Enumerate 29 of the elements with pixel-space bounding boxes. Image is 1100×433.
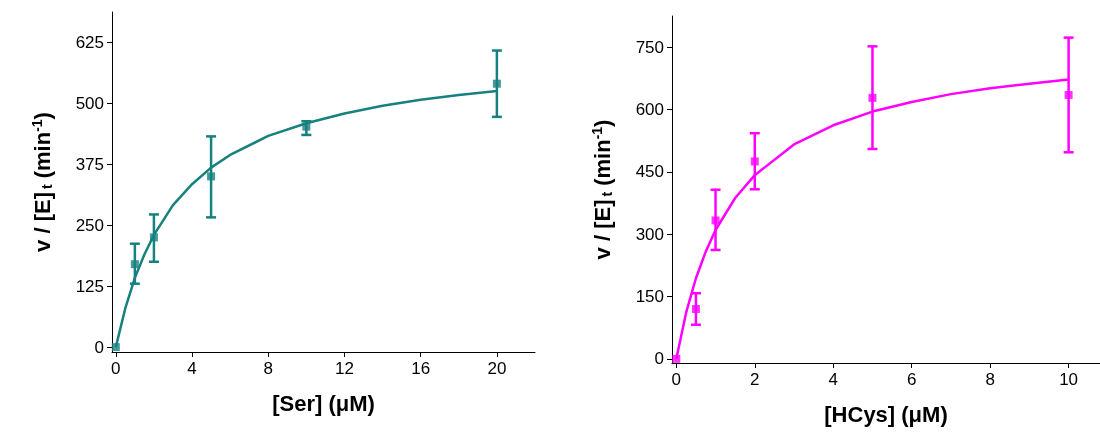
x-tick-label: 0 [671, 370, 682, 389]
x-tick-label: 4 [828, 370, 838, 389]
y-tick-label: 300 [635, 224, 664, 244]
x-tick-label: 6 [906, 370, 917, 389]
y-tick-label: 625 [75, 32, 104, 52]
x-tick-label: 10 [1059, 370, 1079, 389]
y-tick-label: 450 [635, 162, 664, 182]
y-tick-label: 500 [75, 93, 104, 113]
y-tick-label: 150 [635, 287, 664, 307]
x-tick-label: 8 [985, 370, 995, 389]
point [111, 343, 120, 352]
point [672, 354, 681, 363]
y-tick-label: 375 [75, 154, 104, 174]
x-tick-label: 16 [411, 359, 431, 378]
x-tick-label: 20 [487, 359, 507, 378]
y-tick-label: 750 [635, 37, 664, 57]
x-tick-label: 0 [111, 359, 121, 378]
y-tick-label: 600 [635, 100, 664, 119]
x-tick-label: 8 [263, 359, 273, 378]
x-tick-label: 2 [750, 370, 760, 389]
y-tick-label: 125 [75, 276, 104, 296]
y-axis-title: v / [E]t (min-1) [589, 119, 615, 260]
y-axis-title: v / [E]t (min-1) [29, 112, 55, 252]
y-tick-label: 0 [94, 337, 104, 357]
x-tick-label: 4 [187, 359, 197, 378]
x-axis-title: [HCys] (μM) [824, 401, 948, 427]
x-axis-title: [Ser] (μM) [272, 390, 375, 416]
y-tick-label: 250 [75, 215, 104, 235]
x-tick-label: 12 [335, 359, 354, 378]
